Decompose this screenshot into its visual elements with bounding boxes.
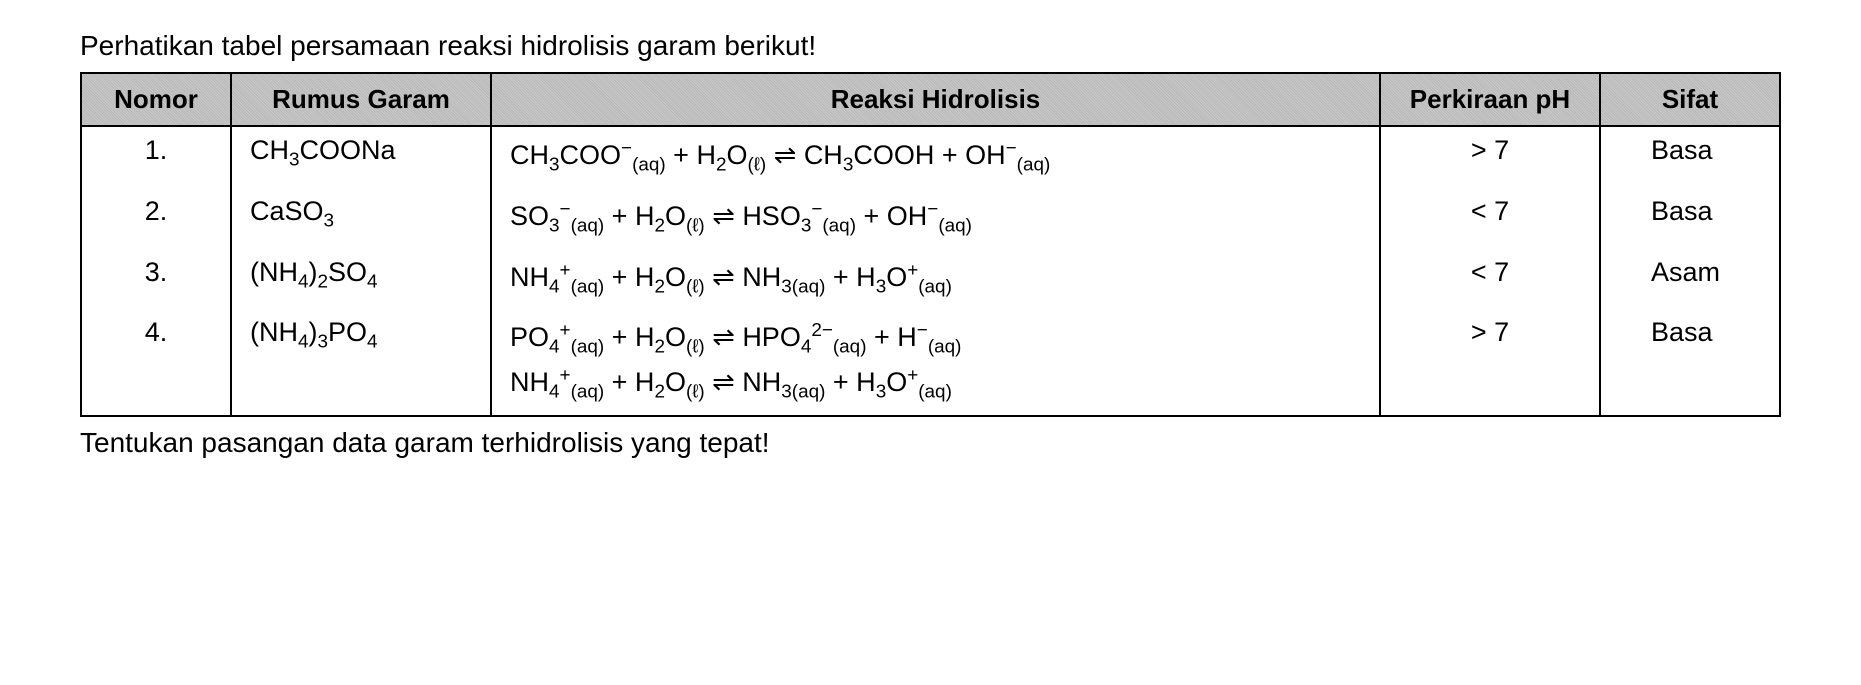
table-header-row: Nomor Rumus Garam Reaksi Hidrolisis Perk… — [81, 73, 1780, 126]
intro-text: Perhatikan tabel persamaan reaksi hidrol… — [80, 30, 1781, 62]
header-nomor: Nomor — [81, 73, 231, 126]
cell-rumus: CH3COONa — [231, 126, 491, 188]
table-row: 1. CH3COONa CH3COO−(aq) + H2O(ℓ) ⇌ CH3CO… — [81, 126, 1780, 188]
cell-sifat: Basa — [1600, 188, 1780, 249]
cell-nomor: 3. — [81, 249, 231, 310]
cell-ph: > 7 — [1380, 309, 1600, 416]
table-row: 3. (NH4)2SO4 NH4+(aq) + H2O(ℓ) ⇌ NH3(aq)… — [81, 249, 1780, 310]
cell-nomor: 2. — [81, 188, 231, 249]
cell-rumus: (NH4)3PO4 — [231, 309, 491, 416]
cell-reaksi: SO3−(aq) + H2O(ℓ) ⇌ HSO3−(aq) + OH−(aq) — [491, 188, 1380, 249]
cell-sifat: Basa — [1600, 309, 1780, 416]
cell-ph: < 7 — [1380, 249, 1600, 310]
cell-sifat: Asam — [1600, 249, 1780, 310]
table-row: 2. CaSO3 SO3−(aq) + H2O(ℓ) ⇌ HSO3−(aq) +… — [81, 188, 1780, 249]
table-body: 1. CH3COONa CH3COO−(aq) + H2O(ℓ) ⇌ CH3CO… — [81, 126, 1780, 416]
outro-text: Tentukan pasangan data garam terhidrolis… — [80, 427, 1781, 459]
header-rumus: Rumus Garam — [231, 73, 491, 126]
cell-reaksi: CH3COO−(aq) + H2O(ℓ) ⇌ CH3COOH + OH−(aq) — [491, 126, 1380, 188]
cell-rumus: (NH4)2SO4 — [231, 249, 491, 310]
table-row: 4. (NH4)3PO4 PO4+(aq) + H2O(ℓ) ⇌ HPO42−(… — [81, 309, 1780, 416]
cell-ph: > 7 — [1380, 126, 1600, 188]
cell-nomor: 4. — [81, 309, 231, 416]
header-ph: Perkiraan pH — [1380, 73, 1600, 126]
cell-reaksi: NH4+(aq) + H2O(ℓ) ⇌ NH3(aq) + H3O+(aq) — [491, 249, 1380, 310]
cell-nomor: 1. — [81, 126, 231, 188]
hidrolisis-table: Nomor Rumus Garam Reaksi Hidrolisis Perk… — [80, 72, 1781, 417]
cell-rumus: CaSO3 — [231, 188, 491, 249]
header-reaksi: Reaksi Hidrolisis — [491, 73, 1380, 126]
cell-reaksi: PO4+(aq) + H2O(ℓ) ⇌ HPO42−(aq) + H−(aq)N… — [491, 309, 1380, 416]
cell-ph: < 7 — [1380, 188, 1600, 249]
cell-sifat: Basa — [1600, 126, 1780, 188]
header-sifat: Sifat — [1600, 73, 1780, 126]
